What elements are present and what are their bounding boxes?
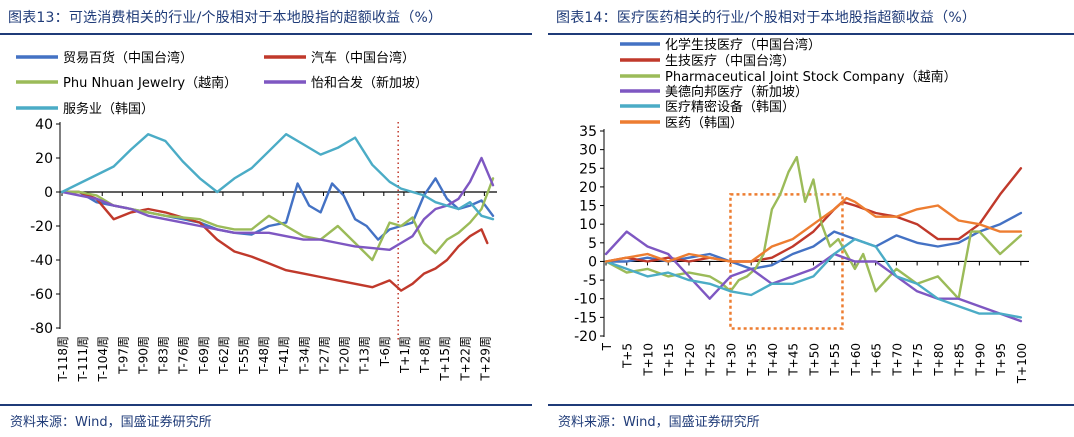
x-tick-label: T+10 [641, 343, 655, 377]
legend-label: 服务业（韩国） [63, 101, 154, 117]
x-tick-label: T+65 [870, 343, 884, 377]
x-tick-label: T-27周 [317, 336, 331, 375]
legend-label: 医疗精密设备（韩国） [665, 99, 795, 115]
x-tick-label: T+35 [745, 343, 759, 377]
series-line [604, 167, 1023, 263]
x-tick-label: T+75 [911, 343, 925, 377]
legend-label: 医药（韩国） [665, 116, 743, 131]
x-tick-label: T+29周 [478, 336, 492, 382]
x-tick-label: T+85 [953, 343, 967, 377]
source-rule [548, 404, 1074, 406]
chart-13-svg: 贸易百货（中国台湾） 汽车（中国台湾） Phu Nhuan Jewelry（越南） 怡… [16, 50, 497, 382]
x-tick-label: T+22周 [458, 336, 472, 382]
x-tick-label: T-55周 [237, 336, 251, 375]
x-tick-label: T+8周 [418, 336, 432, 374]
x-tick-label: T+25 [704, 343, 718, 377]
legend-label: 生技医疗（中国台湾） [665, 53, 795, 69]
y-tick-label: 25 [579, 161, 597, 177]
chart-title: 图表13：可选消费相关的行业/个股相对于本地股指的超额收益（%） [8, 10, 443, 26]
x-tick-label: T+80 [932, 343, 946, 377]
y-tick-label: -5 [583, 273, 597, 289]
x-tick-label: T [600, 342, 614, 351]
y-tick-label: 40 [35, 117, 53, 133]
x-tick-label: T+1周 [398, 336, 412, 374]
legend-label: 怡和合发（新加坡） [311, 75, 428, 91]
chart-panel-13: 图表13：可选消费相关的行业/个股相对于本地股指的超额收益（%） 贸易百货（中国… [0, 0, 532, 437]
y-tick-label: 15 [579, 199, 597, 215]
legend-label: 美德向邦医疗（新加坡） [665, 84, 808, 100]
y-tick-label: 10 [579, 217, 597, 233]
y-tick-label: -60 [30, 287, 53, 303]
x-tick-label: T-111周 [76, 336, 90, 382]
source-note: 资料来源：Wind，国盛证券研究所 [558, 415, 760, 430]
y-tick-label: -15 [574, 310, 597, 326]
y-tick-label: 30 [579, 143, 597, 159]
series-line [60, 177, 495, 262]
x-tick-label: T+55 [828, 343, 842, 377]
x-tick-label: T-69周 [197, 336, 211, 375]
x-tick-label: T-90周 [136, 336, 150, 375]
y-tick-label: -40 [30, 253, 53, 269]
series-line [60, 132, 495, 221]
x-tick-label: T+15周 [438, 336, 452, 382]
x-tick-label: T-76周 [177, 336, 191, 375]
x-tick-label: T-48周 [257, 336, 271, 375]
x-tick-label: T+70 [890, 343, 904, 377]
y-tick-label: 5 [588, 236, 597, 252]
x-tick-label: T+20 [683, 343, 697, 377]
x-tick-label: T+50 [807, 343, 821, 377]
x-tick-label: T+60 [849, 343, 863, 377]
x-tick-label: T-41周 [277, 336, 291, 375]
x-tick-label: T+95 [994, 343, 1008, 377]
y-tick-label: -10 [574, 292, 597, 308]
x-tick-label: T+90 [973, 343, 987, 377]
x-tick-label: T+40 [766, 343, 780, 377]
y-tick-label: -80 [30, 321, 53, 337]
x-tick-label: T+100 [1015, 343, 1029, 384]
y-tick-label: 0 [44, 185, 53, 201]
y-tick-label: 0 [588, 254, 597, 270]
x-tick-label: T-6周 [378, 336, 392, 367]
x-tick-label: T-20周 [338, 336, 352, 375]
x-tick-label: T+45 [787, 343, 801, 377]
x-tick-label: T+30 [724, 343, 738, 377]
legend-label: 贸易百货（中国台湾） [63, 50, 193, 66]
x-tick-label: T-13周 [358, 336, 372, 375]
title-rule [548, 33, 1074, 35]
x-tick-label: T+15 [662, 343, 676, 377]
x-tick-label: T-118周 [56, 336, 70, 382]
chart-title: 图表14：医疗医药相关的行业/个股相对于本地股指超额收益（%） [556, 10, 977, 26]
legend-label: Phu Nhuan Jewelry（越南） [63, 75, 237, 91]
highlight-window [729, 193, 844, 330]
y-tick-label: 35 [579, 124, 597, 140]
x-tick-label: T-104周 [96, 336, 110, 382]
y-tick-label: -20 [574, 329, 597, 345]
series-line [60, 156, 495, 252]
chart-14-svg: 化学生技医疗（中国台湾）生技医疗（中国台湾）Pharmaceutical Joi… [574, 37, 1029, 384]
x-tick-label: T-34周 [297, 336, 311, 375]
y-tick-label: 20 [579, 180, 597, 196]
source-note: 资料来源：Wind，国盛证券研究所 [10, 415, 212, 430]
series-line [604, 230, 1023, 323]
x-tick-label: T+5 [621, 343, 635, 369]
series-line [604, 237, 1023, 319]
legend-label: 化学生技医疗（中国台湾） [665, 37, 821, 53]
legend-label: 汽车（中国台湾） [311, 50, 415, 66]
series-line [604, 196, 1023, 263]
y-tick-label: 20 [35, 151, 53, 167]
title-rule [0, 33, 532, 35]
source-rule [0, 404, 532, 406]
x-tick-label: T-62周 [217, 336, 231, 375]
x-tick-label: T-83周 [157, 336, 171, 375]
x-tick-label: T-97周 [116, 336, 130, 375]
series-line [604, 155, 1023, 300]
y-tick-label: -20 [30, 219, 53, 235]
chart-panel-14: 图表14：医疗医药相关的行业/个股相对于本地股指超额收益（%） 化学生技医疗（中… [548, 0, 1074, 437]
legend-label: Pharmaceutical Joint Stock Company（越南） [665, 69, 957, 85]
